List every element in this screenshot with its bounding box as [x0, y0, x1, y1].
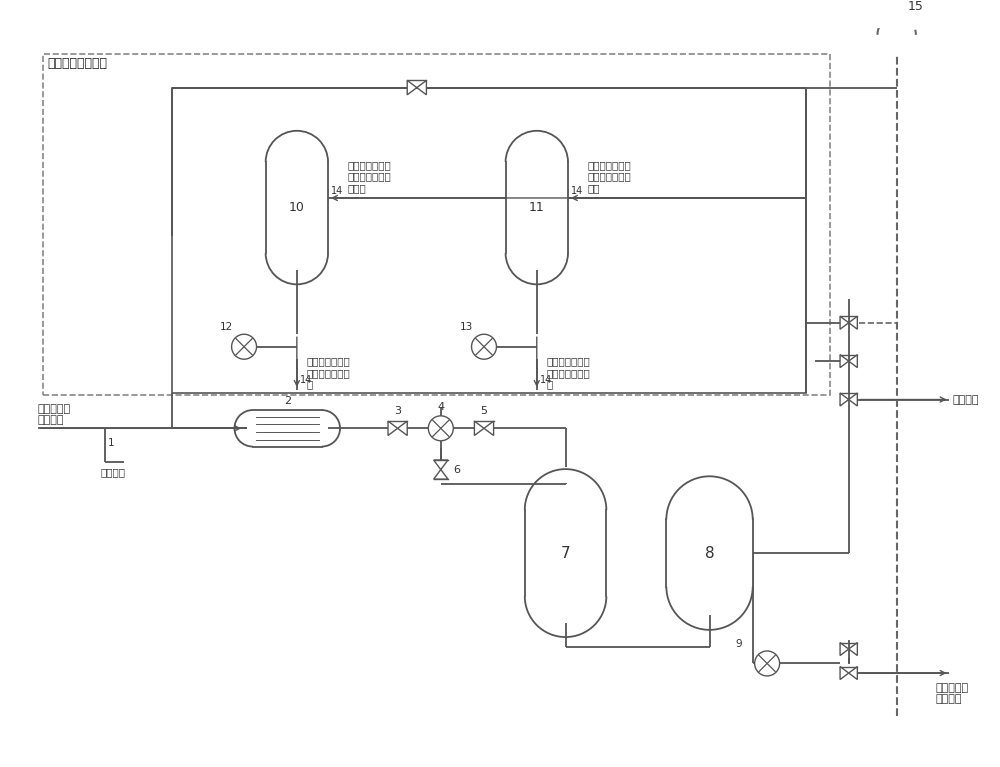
Polygon shape — [417, 81, 426, 95]
Text: 凝结水精处理再
生系统来备用阳
树脂: 凝结水精处理再 生系统来备用阳 树脂 — [587, 160, 631, 193]
Polygon shape — [398, 421, 407, 436]
Text: 14: 14 — [540, 375, 552, 385]
Text: 5: 5 — [480, 406, 487, 416]
Text: 2: 2 — [284, 397, 291, 407]
Text: 13: 13 — [460, 322, 473, 332]
Polygon shape — [840, 643, 849, 656]
Polygon shape — [474, 421, 484, 436]
Bar — [253, 410, 322, 446]
Polygon shape — [840, 316, 849, 329]
Bar — [266, 162, 328, 253]
Polygon shape — [840, 667, 849, 680]
Polygon shape — [388, 421, 398, 436]
Circle shape — [472, 334, 496, 359]
Text: 蒸汽发生器
来排污水: 蒸汽发生器 来排污水 — [38, 404, 71, 426]
Text: 14: 14 — [300, 375, 312, 385]
Polygon shape — [434, 460, 448, 469]
Text: 取样检测: 取样检测 — [100, 466, 125, 477]
Circle shape — [428, 416, 453, 441]
Text: 9: 9 — [735, 639, 742, 649]
Polygon shape — [840, 393, 849, 406]
Text: 6: 6 — [453, 465, 460, 475]
Text: 11: 11 — [529, 201, 545, 214]
Text: 14: 14 — [571, 186, 583, 196]
Text: 在常规岛新增部分: 在常规岛新增部分 — [47, 57, 107, 70]
Text: 去凝汽器: 去凝汽器 — [952, 394, 979, 404]
Text: 失效树脂去凝结
水精处理再生系
统: 失效树脂去凝结 水精处理再生系 统 — [306, 357, 350, 390]
Text: 失效树脂去凝结
水精处理再生系
统: 失效树脂去凝结 水精处理再生系 统 — [546, 357, 590, 390]
Bar — [506, 162, 568, 253]
Text: 去核岛废液
排放系统: 去核岛废液 排放系统 — [935, 683, 968, 704]
Polygon shape — [434, 469, 448, 479]
Text: 1: 1 — [108, 438, 114, 448]
Polygon shape — [484, 421, 494, 436]
Polygon shape — [849, 667, 857, 680]
Polygon shape — [849, 643, 857, 656]
Text: 8: 8 — [705, 545, 714, 561]
Polygon shape — [407, 81, 417, 95]
Bar — [43, 54, 830, 395]
Text: 14: 14 — [331, 186, 343, 196]
Circle shape — [232, 334, 257, 359]
Polygon shape — [840, 354, 849, 367]
Polygon shape — [849, 316, 857, 329]
Bar — [525, 510, 606, 596]
Text: 凝结水精处理再
生系统来备用混
合树脂: 凝结水精处理再 生系统来备用混 合树脂 — [347, 160, 391, 193]
Text: 7: 7 — [561, 545, 570, 561]
Text: 10: 10 — [289, 201, 305, 214]
Circle shape — [755, 651, 780, 676]
Text: 4: 4 — [437, 402, 444, 412]
Polygon shape — [849, 393, 857, 406]
Text: 12: 12 — [220, 322, 233, 332]
Polygon shape — [849, 354, 857, 367]
Text: 15: 15 — [908, 0, 924, 13]
Bar — [172, 87, 806, 393]
Text: 3: 3 — [394, 406, 401, 416]
Bar — [666, 519, 753, 587]
